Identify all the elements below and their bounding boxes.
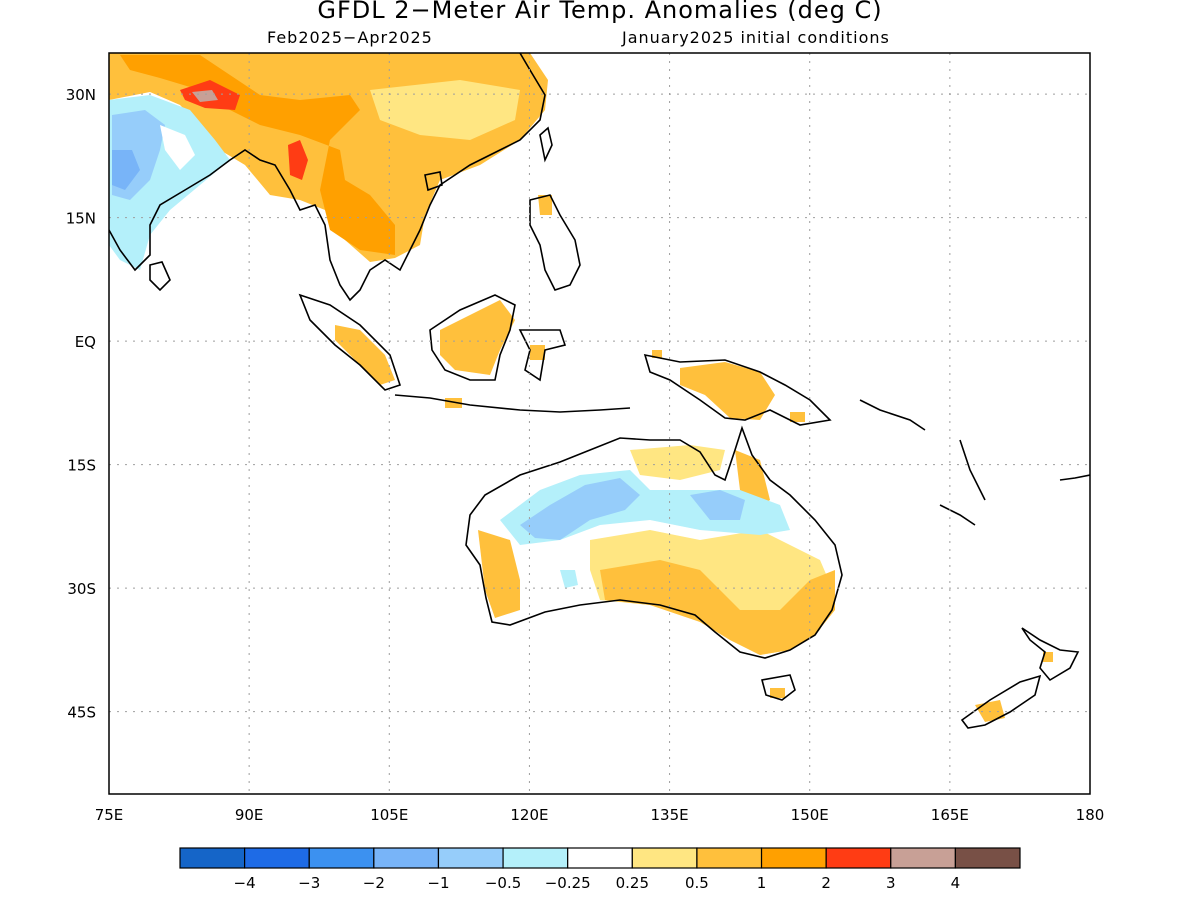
colorbar-label: −0.25 xyxy=(545,874,591,892)
fiji-islands xyxy=(1059,474,1090,481)
colorbar-label: −3 xyxy=(298,874,320,892)
longitude-tick-label: 165E xyxy=(931,806,969,824)
india-neutral-spot xyxy=(160,125,195,170)
new-caledonia xyxy=(939,504,976,526)
longitude-tick-label: 90E xyxy=(235,806,264,824)
colorbar-swatch xyxy=(437,847,504,869)
longitude-tick-label: 180 xyxy=(1076,806,1105,824)
asia-orange-patch xyxy=(120,55,395,255)
nz-south-coast xyxy=(960,674,1042,729)
colorbar-swatch xyxy=(760,847,827,869)
new-zealand-warm-spot xyxy=(975,700,1005,722)
colorbar-label: 0.5 xyxy=(685,874,709,892)
asia-light-patch xyxy=(370,80,520,140)
longitude-tick-label: 135E xyxy=(651,806,689,824)
colorbar-swatch xyxy=(825,847,892,869)
sumatra-warm-region xyxy=(335,325,395,385)
chart-title: GFDL 2−Meter Air Temp. Anomalies (deg C) xyxy=(317,0,883,24)
papua-spot xyxy=(652,350,662,358)
tibet-max-spot xyxy=(192,90,218,102)
australia-orange-region xyxy=(600,560,835,655)
colorbar-swatch xyxy=(308,847,375,869)
vanuatu-islands xyxy=(959,439,986,501)
coastlines xyxy=(109,53,1090,729)
java-coast xyxy=(394,394,631,413)
australia-cooler-east xyxy=(690,490,745,520)
myanmar-hot-spot xyxy=(288,140,308,180)
colorbar-label: 3 xyxy=(886,874,896,892)
latitude-tick-label: 45S xyxy=(67,704,96,722)
colorbar-swatch xyxy=(696,847,763,869)
initial-conditions: January2025 initial conditions xyxy=(622,28,890,47)
hainan-coast xyxy=(424,171,443,192)
new-zealand-north-spot xyxy=(1043,652,1053,662)
colorbar-swatch xyxy=(244,847,310,869)
taiwan-coast xyxy=(539,126,553,163)
colorbar-swatch xyxy=(502,847,569,869)
colorbar-swatch xyxy=(954,847,1021,869)
latitude-tick-label: 15N xyxy=(66,210,96,228)
longitude-labels: 75E 90E 105E 120E 135E 150E 165E 180 xyxy=(95,806,1105,824)
colorbar-label: 1 xyxy=(757,874,767,892)
borneo-coast xyxy=(429,294,516,381)
longitude-tick-label: 120E xyxy=(510,806,548,824)
java-warm-spot xyxy=(445,398,462,408)
colorbar-swatch xyxy=(373,847,440,869)
longitude-tick-label: 75E xyxy=(95,806,124,824)
asia-coastline xyxy=(109,53,546,302)
anomaly-shading xyxy=(109,53,1053,722)
graticule xyxy=(109,53,1090,794)
nz-north-coast xyxy=(1021,627,1080,682)
colorbar-label: −2 xyxy=(363,874,385,892)
borneo-warm-region xyxy=(440,300,515,375)
sumatra-coast xyxy=(298,293,402,391)
philippines-coast xyxy=(529,194,581,291)
colorbar-swatch xyxy=(631,847,698,869)
sulawesi-coast xyxy=(518,329,567,382)
tasmania-coast xyxy=(761,674,796,701)
sulawesi-warm-spot xyxy=(530,345,545,360)
latitude-tick-label: 30N xyxy=(66,86,96,104)
colorbar-label: −4 xyxy=(234,874,256,892)
colorbar-label: −1 xyxy=(427,874,449,892)
colorbar-label: −0.5 xyxy=(485,874,521,892)
latitude-tick-label: 15S xyxy=(67,457,96,475)
new-guinea-warm-region xyxy=(680,362,775,420)
philippines-warm-spot xyxy=(538,195,552,215)
colorbar-label: 0.25 xyxy=(616,874,649,892)
colorbar xyxy=(179,847,1021,869)
latitude-tick-label: 30S xyxy=(67,580,96,598)
latitude-labels: 30N 15N EQ 15S 30S 45S xyxy=(66,86,96,722)
colorbar-swatch xyxy=(567,847,633,869)
colorbar-swatch xyxy=(179,847,246,869)
australia-west-warm xyxy=(478,530,520,618)
colorbar-label: 2 xyxy=(821,874,831,892)
colorbar-label: 4 xyxy=(951,874,961,892)
longitude-tick-label: 105E xyxy=(370,806,408,824)
tasmania-warm-spot xyxy=(770,688,785,698)
colorbar-labels: −4 −3 −2 −1 −0.5 −0.25 0.25 0.5 1 2 3 4 xyxy=(234,874,961,892)
new-guinea-coast xyxy=(643,353,832,426)
sri-lanka-coast xyxy=(149,261,171,292)
solomon-islands xyxy=(859,399,926,431)
australia-coast xyxy=(465,425,843,659)
australia-cool-south xyxy=(560,570,578,588)
colorbar-swatch xyxy=(890,847,956,869)
latitude-tick-label: EQ xyxy=(75,333,96,351)
new-guinea-east-spot xyxy=(790,412,805,422)
longitude-tick-label: 150E xyxy=(791,806,829,824)
australia-cooler-region xyxy=(520,478,640,540)
map-frame xyxy=(108,52,1091,795)
forecast-period: Feb2025−Apr2025 xyxy=(267,28,433,47)
india-coolest-spot xyxy=(112,150,140,190)
